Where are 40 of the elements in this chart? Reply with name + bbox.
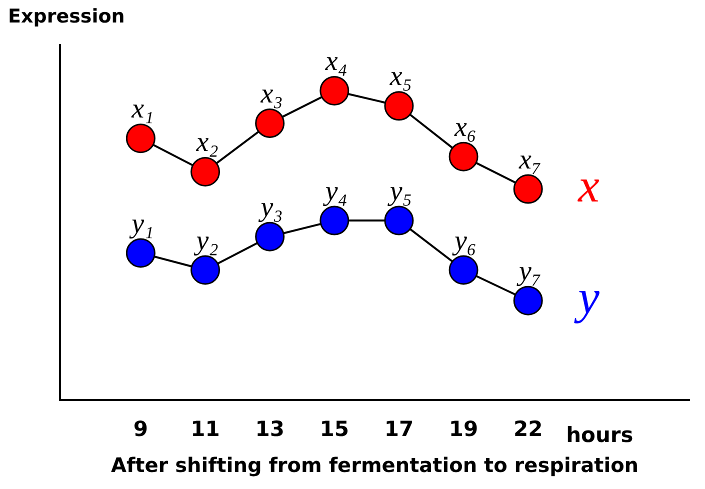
point	[255, 108, 285, 138]
point	[448, 255, 478, 285]
point	[448, 142, 478, 172]
annotation: y₅	[386, 176, 412, 207]
x-tick-label: 9	[133, 416, 148, 441]
point	[320, 76, 350, 106]
annotation: x₅	[388, 61, 412, 92]
annotation: x₁	[130, 94, 154, 125]
y-axis-title: Expression	[8, 5, 125, 28]
x-tick-label: 17	[384, 416, 414, 441]
annotation: x₇	[518, 144, 542, 176]
point	[126, 124, 156, 154]
annotation: x₃	[260, 78, 283, 110]
point	[513, 174, 543, 204]
annotation: y₄	[322, 176, 348, 207]
x-tick-label: 19	[448, 416, 478, 441]
text: hours	[566, 422, 634, 447]
annotation: y₂	[193, 225, 219, 256]
annotation: y₃	[258, 192, 283, 223]
x-tick-label: 22	[513, 416, 543, 441]
annotation: x₄	[324, 46, 348, 78]
annotation: y₇	[516, 256, 542, 287]
point	[513, 286, 543, 316]
point	[384, 206, 414, 236]
x-tick-label: 11	[190, 416, 220, 441]
annotation: y₆	[451, 225, 477, 256]
x-tick-label: 13	[255, 416, 284, 441]
annotation: x₆	[453, 112, 477, 143]
point	[190, 156, 220, 186]
point	[384, 91, 414, 121]
point	[126, 238, 156, 268]
series-label: y	[573, 271, 600, 324]
series-label: x	[577, 160, 600, 213]
point	[255, 222, 285, 252]
x-axis-title: After shifting from fermentation to respiration	[110, 453, 639, 478]
point	[190, 255, 220, 285]
x-tick-label: 15	[320, 416, 350, 441]
annotation: y₁	[128, 208, 154, 240]
point	[320, 206, 350, 236]
annotation: x₂	[195, 127, 219, 158]
